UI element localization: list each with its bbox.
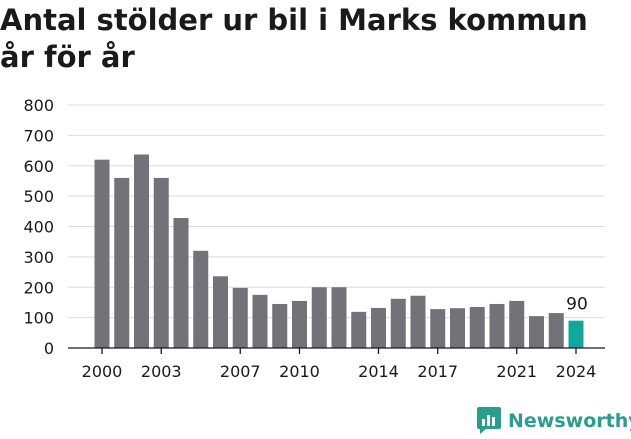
bar-2010 <box>292 300 307 348</box>
bar-2011 <box>311 287 327 348</box>
bar-2013 <box>351 311 367 348</box>
bar-2022 <box>529 316 544 348</box>
bar-2008 <box>252 294 268 348</box>
newsworthy-chart-bubble-icon <box>477 407 501 434</box>
bar-2001 <box>114 177 130 348</box>
bar-2004 <box>173 217 189 348</box>
x-tick-label: 2003 <box>141 362 182 381</box>
y-tick-label: 300 <box>23 248 54 267</box>
bar-2020 <box>489 303 505 348</box>
bar-2018 <box>450 308 465 348</box>
bar-2016 <box>410 295 426 348</box>
bar-2024 <box>568 320 584 348</box>
brand-name: Newsworthy <box>508 410 631 432</box>
annotations: 90 <box>566 295 588 315</box>
bar-2002 <box>134 154 149 348</box>
x-tick-label: 2017 <box>417 362 458 381</box>
y-tick-label: 200 <box>23 278 54 297</box>
bar-2007 <box>232 287 248 348</box>
y-tick-label: 400 <box>23 218 54 237</box>
data-label: 90 <box>566 295 588 315</box>
y-axis-labels: 0 100 200 300 400 500 600 700 800 <box>23 96 54 358</box>
x-tick-label: 2014 <box>358 362 399 381</box>
x-tick-label: 2000 <box>82 362 123 381</box>
bar-2014 <box>371 307 386 348</box>
x-tick-label: 2010 <box>279 362 320 381</box>
y-tick-label: 800 <box>23 96 54 115</box>
bar-2006 <box>213 276 228 348</box>
bar-2015 <box>390 298 406 348</box>
bar-2019 <box>469 306 485 348</box>
y-tick-label: 600 <box>23 157 54 176</box>
bar-2000 <box>94 159 110 348</box>
y-tick-label: 700 <box>23 126 54 145</box>
brand: Newsworthy <box>476 406 631 436</box>
bar-2012 <box>331 287 347 348</box>
bar-2005 <box>193 250 209 348</box>
x-tick-label: 2007 <box>220 362 261 381</box>
y-tick-label: 500 <box>23 187 54 206</box>
bar-2017 <box>430 309 446 348</box>
bar-2021 <box>509 300 525 348</box>
chart-title: Antal stölder ur bil i Marks kommun år f… <box>0 3 588 74</box>
y-tick-label: 0 <box>44 339 54 358</box>
bar-2023 <box>548 313 564 348</box>
x-tick-label: 2021 <box>496 362 537 381</box>
bar-2009 <box>272 303 288 348</box>
x-axis: 2000 2003 2007 2010 2014 2017 2021 2024 <box>68 347 605 381</box>
y-tick-label: 100 <box>23 309 54 328</box>
bars <box>94 154 584 348</box>
x-tick-label: 2024 <box>556 362 597 381</box>
bar-2003 <box>153 177 169 348</box>
